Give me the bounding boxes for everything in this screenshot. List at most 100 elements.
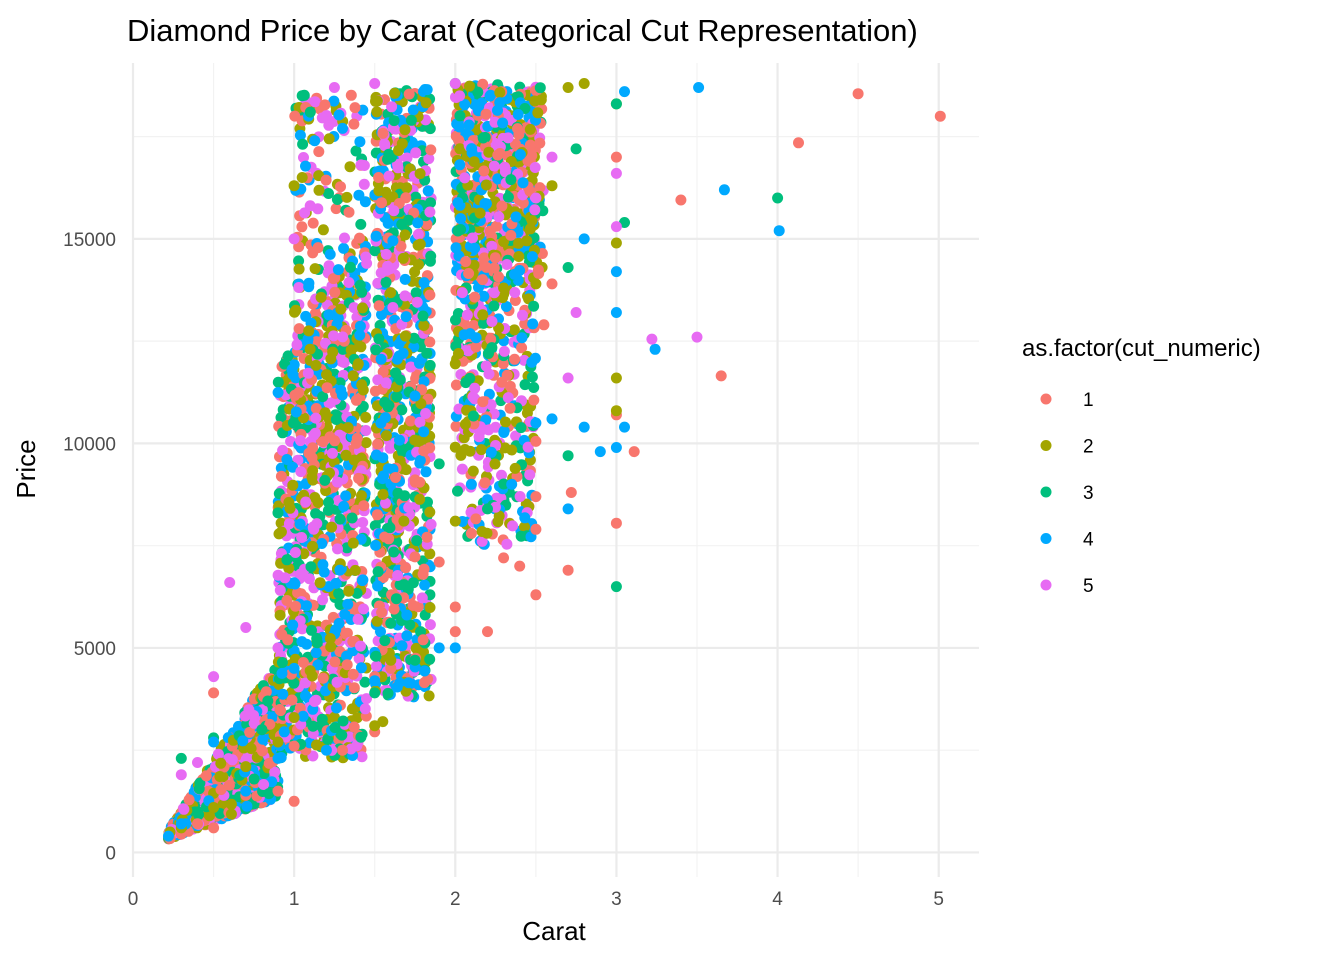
data-point	[355, 341, 367, 353]
data-point	[409, 266, 421, 278]
data-point	[390, 593, 402, 605]
data-point	[257, 733, 269, 745]
data-point	[412, 228, 424, 240]
data-point	[212, 748, 224, 760]
data-point	[309, 427, 321, 439]
data-point	[306, 624, 317, 636]
data-point	[276, 657, 288, 668]
data-point	[297, 138, 309, 150]
data-point	[459, 444, 471, 455]
data-point	[305, 561, 317, 573]
data-point	[450, 242, 462, 254]
y-axis-title: Price	[11, 439, 41, 498]
data-point	[433, 458, 445, 470]
data-point	[516, 342, 528, 354]
data-point	[526, 251, 538, 263]
data-point	[337, 122, 348, 134]
x-tick-label: 4	[772, 889, 783, 910]
x-tick-label: 3	[611, 889, 622, 910]
data-point	[356, 379, 368, 391]
data-point	[337, 356, 349, 368]
data-point	[293, 323, 305, 335]
data-point	[348, 721, 360, 733]
data-point	[509, 353, 521, 365]
data-point	[345, 344, 357, 356]
data-point	[380, 497, 391, 509]
data-point	[382, 217, 394, 229]
data-point	[304, 665, 316, 677]
data-point	[304, 343, 316, 355]
data-point	[399, 229, 411, 241]
data-point	[610, 167, 622, 179]
data-point	[464, 80, 475, 92]
data-point	[225, 808, 237, 820]
data-point	[470, 341, 482, 353]
data-point	[334, 513, 346, 525]
data-point	[387, 235, 399, 247]
data-point	[388, 603, 400, 615]
data-point	[649, 343, 661, 355]
data-point	[356, 490, 367, 502]
data-point	[310, 647, 322, 659]
data-point	[467, 465, 479, 477]
data-point	[480, 179, 492, 191]
data-point	[418, 277, 430, 289]
data-point	[393, 145, 404, 156]
data-point	[329, 656, 341, 668]
data-point	[348, 454, 360, 466]
data-point	[291, 339, 303, 351]
data-point	[410, 287, 422, 299]
data-point	[338, 500, 350, 512]
data-point	[470, 332, 482, 344]
data-point	[519, 379, 531, 391]
data-point	[463, 268, 475, 279]
data-point	[494, 87, 506, 98]
data-point	[294, 129, 306, 141]
data-point	[397, 252, 409, 264]
data-point	[449, 78, 461, 89]
data-point	[208, 822, 220, 834]
data-point	[506, 478, 518, 490]
data-point	[400, 192, 412, 204]
data-point	[275, 412, 287, 423]
data-point	[485, 399, 497, 411]
data-point	[482, 503, 493, 515]
data-point	[349, 102, 361, 114]
data-point	[691, 331, 703, 343]
dense-point-cloud	[163, 78, 549, 845]
data-point	[519, 318, 531, 330]
x-axis-title: Carat	[522, 916, 586, 946]
data-point	[345, 743, 357, 755]
data-point	[469, 291, 481, 303]
data-point	[327, 447, 338, 459]
data-point	[370, 660, 382, 672]
data-point	[491, 220, 502, 232]
data-point	[594, 446, 606, 458]
data-point	[328, 95, 340, 107]
data-point	[347, 668, 359, 680]
data-point	[373, 172, 385, 183]
y-tick-label: 15000	[63, 230, 116, 251]
data-point	[414, 493, 426, 505]
data-point	[358, 178, 370, 190]
data-point	[424, 619, 436, 631]
data-point	[469, 242, 481, 254]
data-point	[354, 329, 366, 341]
data-point	[204, 810, 215, 822]
data-point	[269, 766, 281, 778]
data-point	[414, 238, 426, 250]
data-point	[369, 245, 381, 257]
data-point	[275, 526, 287, 538]
data-point	[410, 147, 422, 159]
data-point	[693, 82, 705, 93]
data-point	[377, 716, 389, 728]
data-point	[414, 168, 426, 180]
data-point	[433, 556, 445, 568]
data-point	[307, 540, 318, 552]
data-point	[396, 404, 408, 416]
legend-title: as.factor(cut_numeric)	[1022, 335, 1261, 362]
data-point	[454, 90, 466, 102]
data-point	[505, 174, 517, 186]
data-point	[477, 309, 489, 321]
